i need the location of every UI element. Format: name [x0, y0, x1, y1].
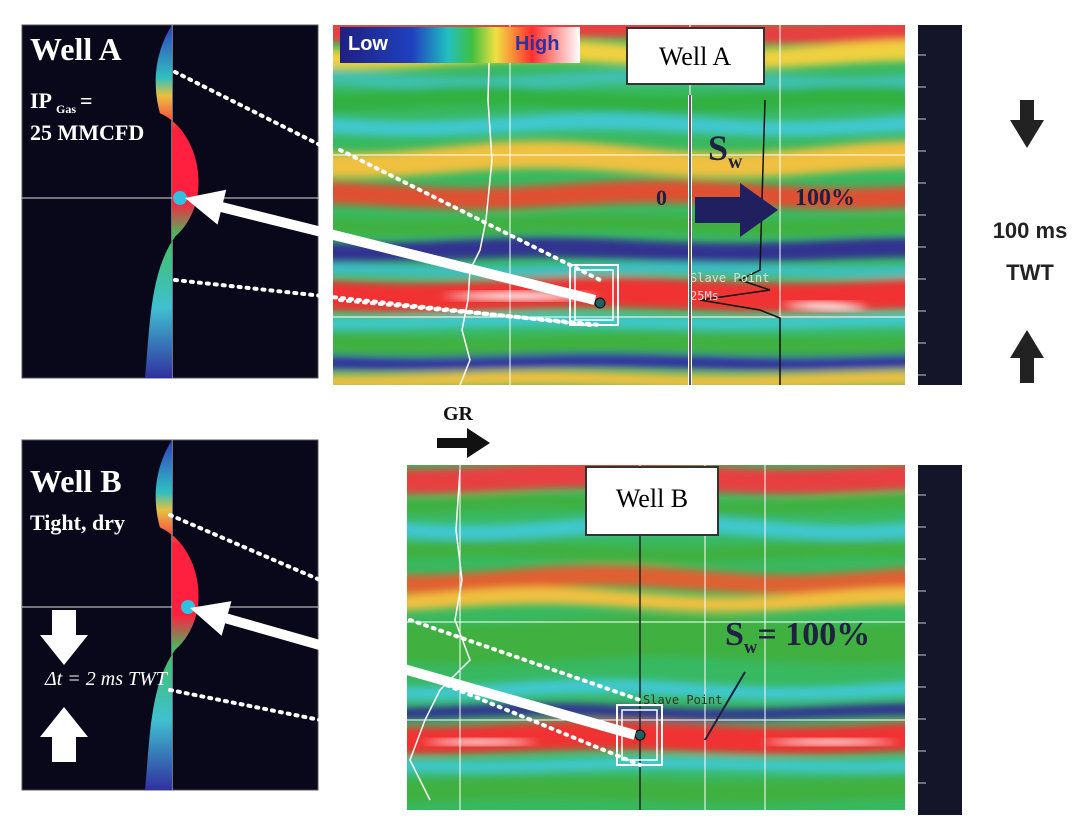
sw-subscript: w	[728, 151, 743, 173]
gr-label: GR	[443, 403, 474, 425]
well-label: Well B	[616, 484, 688, 513]
figure: Low High Well A Well B Sw 0 100% Slave Point 25M…	[0, 0, 1073, 825]
sw-symbol: S	[725, 616, 744, 653]
colorbar-high: High	[515, 33, 559, 55]
scale-unit: TWT	[1006, 260, 1054, 285]
ip-symbol: IP	[30, 88, 52, 113]
pick-label: Slave Point	[690, 271, 769, 285]
pick-time: 25Ms	[690, 289, 719, 303]
sw-value: = 100%	[757, 616, 870, 653]
ip-subscript: Gas	[56, 102, 76, 116]
pick	[173, 191, 187, 205]
depth-strip	[918, 465, 962, 815]
pick	[595, 298, 605, 308]
depth-strip	[918, 25, 962, 385]
pick	[181, 600, 195, 614]
scale-interval: 100 ms	[993, 218, 1068, 243]
sw-symbol: S	[708, 128, 728, 168]
well-title: Well B	[30, 463, 122, 499]
ip-equals: =	[80, 88, 93, 113]
pick	[635, 730, 645, 740]
well-label: Well A	[659, 42, 732, 71]
pick-label: Slave Point	[643, 693, 722, 707]
well-result: Tight, dry	[30, 510, 125, 535]
delta-t: Δt = 2 ms TWT	[44, 668, 169, 690]
colorbar-low: Low	[348, 33, 388, 55]
scale-max: 100%	[795, 185, 855, 211]
well-title: Well A	[30, 31, 122, 67]
sw-subscript: w	[744, 637, 758, 658]
rate: 25 MMCFD	[30, 120, 144, 145]
scale-min: 0	[656, 185, 667, 210]
